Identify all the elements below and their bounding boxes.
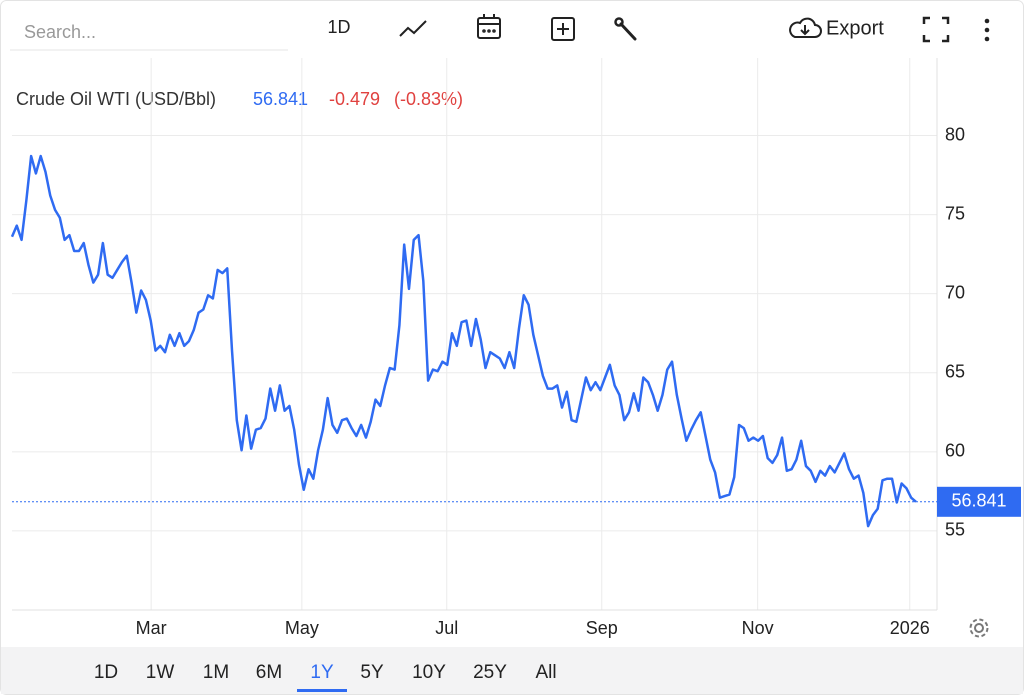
range-button[interactable]: 5Y bbox=[360, 662, 384, 683]
range-button[interactable]: 25Y bbox=[473, 662, 507, 683]
range-button[interactable]: 1Y bbox=[310, 662, 334, 683]
calendar-button[interactable] bbox=[477, 14, 501, 39]
range-button[interactable]: 1M bbox=[203, 662, 229, 683]
range-button[interactable]: 6M bbox=[256, 662, 282, 683]
fullscreen-button[interactable] bbox=[922, 16, 950, 43]
interval-button[interactable]: 1D bbox=[327, 17, 350, 37]
x-tick-label: 2026 bbox=[890, 618, 930, 638]
export-label[interactable]: Export bbox=[826, 17, 884, 39]
x-tick-label: Jul bbox=[435, 618, 458, 638]
price-change: -0.479 bbox=[329, 89, 380, 109]
y-tick-label: 70 bbox=[945, 282, 965, 302]
last-price: 56.841 bbox=[253, 89, 308, 109]
grid bbox=[12, 58, 937, 610]
settings-wrench-button[interactable] bbox=[614, 17, 637, 41]
export-button[interactable]: Export bbox=[789, 17, 884, 39]
y-tick-label: 60 bbox=[945, 441, 965, 461]
x-tick-label: Sep bbox=[586, 618, 618, 638]
range-bar bbox=[1, 647, 1023, 694]
instrument-name: Crude Oil WTI (USD/Bbl) bbox=[16, 89, 216, 109]
range-button[interactable]: 1D bbox=[94, 662, 118, 683]
range-button[interactable]: All bbox=[535, 662, 556, 683]
price-line bbox=[10, 154, 917, 528]
y-tick-label: 80 bbox=[945, 124, 965, 144]
y-tick-label: 75 bbox=[945, 203, 965, 223]
price-change-percent: (-0.83%) bbox=[394, 89, 463, 109]
menu-button[interactable] bbox=[984, 18, 990, 42]
range-selected-indicator bbox=[297, 689, 347, 692]
chart-settings-button[interactable] bbox=[969, 618, 989, 638]
x-tick-label: Nov bbox=[742, 618, 774, 638]
compare-button[interactable] bbox=[551, 17, 575, 41]
last-value-label: 56.841 bbox=[951, 491, 1006, 511]
range-button[interactable]: 10Y bbox=[412, 662, 446, 683]
search-input[interactable]: Search... bbox=[24, 22, 96, 42]
last-value-box bbox=[937, 486, 1021, 517]
y-tick-label: 65 bbox=[945, 362, 965, 382]
line-type-button[interactable] bbox=[399, 20, 427, 37]
x-tick-label: Mar bbox=[136, 618, 167, 638]
y-tick-label: 55 bbox=[945, 520, 965, 540]
range-button[interactable]: 1W bbox=[146, 662, 175, 683]
x-tick-label: May bbox=[285, 618, 319, 638]
